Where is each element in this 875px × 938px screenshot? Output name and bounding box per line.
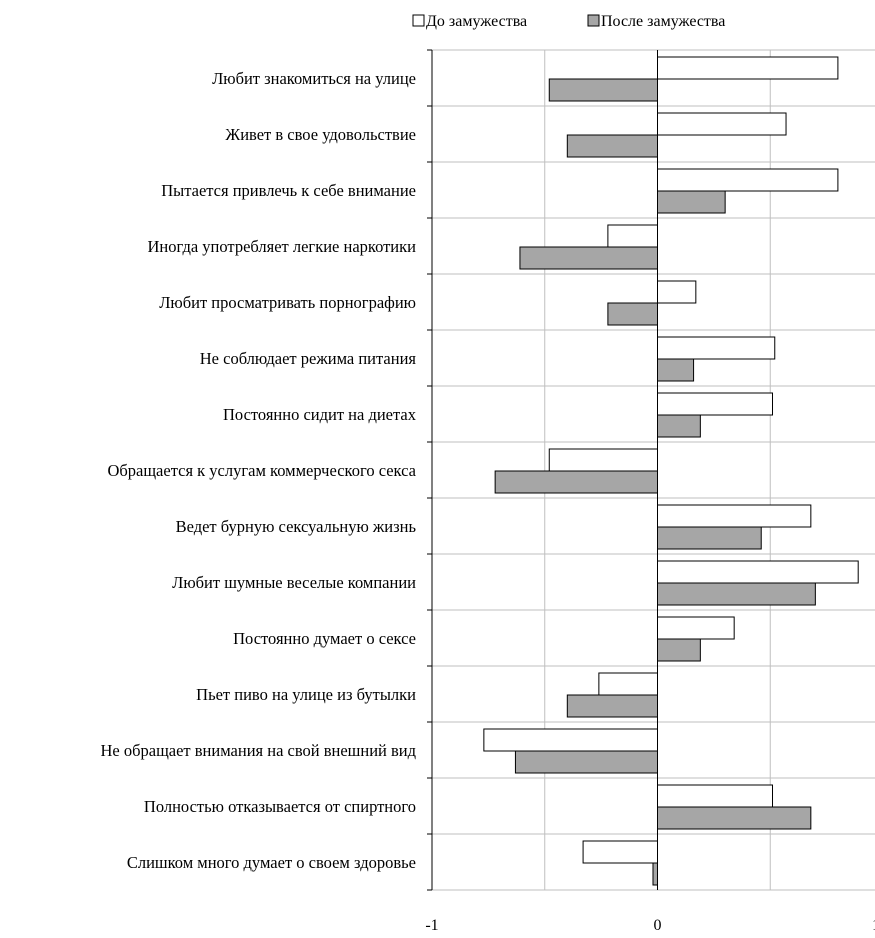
legend: До замужества После замужества <box>412 13 725 30</box>
bar-after <box>657 358 695 382</box>
legend-label-after: После замужества <box>601 13 725 30</box>
category-label: Слишком много думает о своем здоровье <box>127 853 416 872</box>
bar-before <box>582 840 659 864</box>
category-label: Живет в свое удовольствие <box>225 125 416 144</box>
tick-labels: -1 0 1 <box>425 917 875 934</box>
bar-before <box>548 448 659 472</box>
bar-after <box>657 582 816 606</box>
bar-after <box>657 526 762 550</box>
category-label: Не обращает внимания на свой внешний вид <box>100 741 416 760</box>
bar-after <box>657 806 812 830</box>
category-label: Пьет пиво на улице из бутылки <box>196 685 416 704</box>
category-label: Постоянно сидит на диетах <box>223 405 417 424</box>
bar-after <box>566 694 658 718</box>
bar-before <box>657 112 787 136</box>
bar-after <box>548 78 659 102</box>
bar-after <box>657 190 726 214</box>
x-tick-label: 1 <box>872 917 875 933</box>
bar-before <box>657 616 735 640</box>
bar-after <box>519 246 658 270</box>
bar-before <box>657 168 839 192</box>
bar-after <box>514 750 658 774</box>
category-label: Ведет бурную сексуальную жизнь <box>176 517 417 536</box>
category-labels: Любит знакомиться на улице Живет в свое у… <box>100 69 416 872</box>
category-label: Полностью отказывается от спиртного <box>144 797 416 816</box>
bar-after <box>657 638 701 662</box>
category-label: Любит знакомиться на улице <box>212 69 416 88</box>
bar-before <box>657 392 774 416</box>
category-label: Не соблюдает режима питания <box>200 349 417 368</box>
legend-label-before: До замужества <box>426 13 527 30</box>
category-label: Пытается привлечь к себе внимание <box>161 181 416 200</box>
bar-before <box>657 560 859 584</box>
bar-before <box>657 280 697 304</box>
category-label: Любит шумные веселые компании <box>172 573 416 592</box>
bar-after <box>652 862 658 886</box>
bar-before <box>657 784 774 808</box>
x-tick-label: -1 <box>425 917 438 933</box>
bar-after <box>566 134 658 158</box>
bar-after <box>494 470 659 494</box>
bar-before <box>598 672 658 696</box>
category-label: Обращается к услугам коммерческого секса <box>107 461 416 480</box>
bars <box>483 56 859 886</box>
bar-before <box>657 504 812 528</box>
category-label: Любит просматривать порнографию <box>159 293 416 312</box>
bar-after <box>657 414 701 438</box>
bar-before <box>657 336 776 360</box>
bar-before <box>483 728 658 752</box>
bar-before <box>607 224 659 248</box>
bar-after <box>607 302 659 326</box>
bar-before <box>657 56 839 80</box>
category-label: Иногда употребляет легкие наркотики <box>148 237 417 256</box>
legend-swatch-after <box>587 14 600 27</box>
legend-swatch-before <box>412 14 425 27</box>
category-label: Постоянно думает о сексе <box>233 629 416 648</box>
x-tick-label: 0 <box>654 917 662 933</box>
axis <box>427 49 658 891</box>
